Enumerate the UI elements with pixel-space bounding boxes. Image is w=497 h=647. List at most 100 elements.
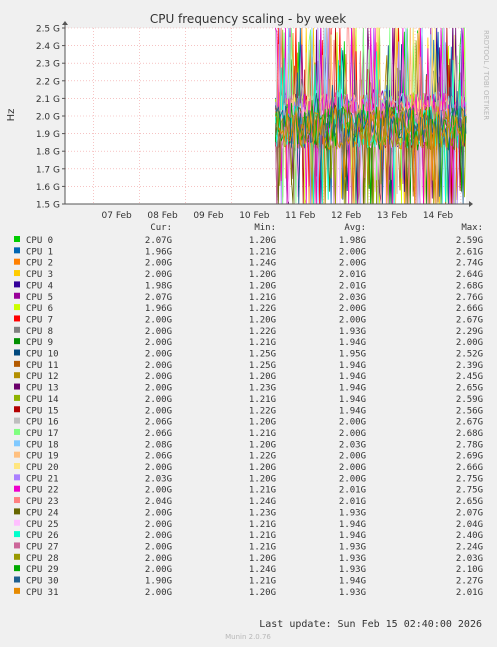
legend-max-value: 2.04G	[456, 520, 483, 530]
legend-max-value: 2.01G	[456, 588, 483, 598]
legend-row: CPU 27 2.00G 1.21G 1.93G 2.24G	[14, 542, 483, 552]
legend-max-value: 2.65G	[456, 384, 483, 394]
legend-swatch	[14, 474, 20, 481]
legend-swatch	[14, 576, 20, 583]
legend-row: CPU 16 2.06G 1.20G 2.00G 2.67G	[14, 417, 483, 428]
legend-row: CPU 12 2.00G 1.20G 1.94G 2.45G	[14, 372, 483, 382]
legend-series-name: CPU 6	[26, 304, 53, 314]
legend-series-name: CPU 27	[26, 542, 59, 552]
legend-avg-value: 1.93G	[339, 508, 366, 518]
legend-row: CPU 15 2.00G 1.22G 1.94G 2.56G	[14, 406, 483, 416]
series-lines	[275, 27, 467, 205]
legend-row: CPU 28 2.00G 1.20G 1.93G 2.03G	[14, 553, 483, 564]
legend-series-name: CPU 31	[26, 588, 59, 598]
legend-cur-value: 2.00G	[145, 565, 172, 575]
legend-min-value: 1.22G	[249, 406, 276, 416]
legend-swatch	[14, 406, 20, 413]
legend-min-value: 1.21G	[249, 293, 276, 303]
legend-avg-value: 2.00G	[339, 247, 366, 257]
legend-max-value: 2.59G	[456, 236, 483, 246]
legend-row: CPU 9 2.00G 1.21G 1.94G 2.00G	[14, 338, 483, 348]
legend-max-value: 2.00G	[456, 338, 483, 348]
legend-avg-value: 1.94G	[339, 520, 366, 530]
legend-min-value: 1.22G	[249, 452, 276, 462]
y-axis-arrow	[62, 21, 68, 25]
legend-cur-value: 2.00G	[145, 508, 172, 518]
legend-series-name: CPU 1	[26, 247, 53, 257]
x-tick-label: 13 Feb	[377, 211, 408, 221]
series-line	[275, 27, 467, 205]
legend-series-name: CPU 12	[26, 372, 59, 382]
legend-max-value: 2.52G	[456, 350, 483, 360]
legend-max-value: 2.68G	[456, 429, 483, 439]
legend-swatch	[14, 394, 20, 401]
legend-series-name: CPU 16	[26, 418, 59, 428]
legend-series-name: CPU 5	[26, 293, 53, 303]
legend-series-name: CPU 9	[26, 338, 53, 348]
legend-min-value: 1.20G	[249, 315, 276, 325]
legend-series-name: CPU 11	[26, 361, 59, 371]
legend-cur-value: 2.00G	[145, 406, 172, 416]
legend-max-value: 2.68G	[456, 281, 483, 291]
legend-min-value: 1.23G	[249, 384, 276, 394]
legend-avg-value: 2.01G	[339, 486, 366, 496]
legend-series-name: CPU 22	[26, 486, 59, 496]
legend-row: CPU 8 2.00G 1.22G 1.93G 2.29G	[14, 326, 483, 337]
x-tick-label: 08 Feb	[147, 211, 178, 221]
legend-cur-value: 1.90G	[145, 577, 172, 587]
legend-avg-value: 1.93G	[339, 554, 366, 564]
legend-avg-value: 1.94G	[339, 531, 366, 541]
y-tick-label: 1.7 G	[36, 165, 60, 175]
legend-avg-value: 1.94G	[339, 384, 366, 394]
legend-series-name: CPU 10	[26, 350, 59, 360]
legend-min-value: 1.24G	[249, 259, 276, 269]
y-tick-label: 2.1 G	[36, 95, 60, 105]
rrdtool-credit: RRDTOOL / TOBI OETIKER	[482, 30, 490, 120]
legend-cur-value: 2.06G	[145, 429, 172, 439]
legend-series-name: CPU 24	[26, 508, 59, 518]
legend-swatch	[14, 565, 20, 572]
legend-avg-value: 2.01G	[339, 497, 366, 507]
y-tick-label: 1.6 G	[36, 183, 60, 193]
x-tick-label: 09 Feb	[193, 211, 224, 221]
legend-avg-value: 1.95G	[339, 350, 366, 360]
legend-min-value: 1.24G	[249, 565, 276, 575]
y-tick-label: 2.0 G	[36, 113, 60, 123]
series-line	[275, 106, 467, 205]
legend-cur-value: 2.00G	[145, 520, 172, 530]
y-tick-label: 2.4 G	[36, 42, 60, 52]
legend-min-value: 1.20G	[249, 554, 276, 564]
legend-min-value: 1.25G	[249, 350, 276, 360]
legend-row: CPU 14 2.00G 1.21G 1.94G 2.59G	[14, 394, 483, 405]
legend-series-name: CPU 21	[26, 474, 59, 484]
legend-avg-value: 1.98G	[339, 236, 366, 246]
legend-min-value: 1.20G	[249, 372, 276, 382]
legend-avg-value: 1.93G	[339, 542, 366, 552]
legend-row: CPU 13 2.00G 1.23G 1.94G 2.65G	[14, 383, 483, 394]
y-axis-label: Hz	[6, 109, 17, 122]
legend-cur-value: 2.00G	[145, 372, 172, 382]
legend-max-value: 2.24G	[456, 542, 483, 552]
legend-avg-value: 2.01G	[339, 270, 366, 280]
legend-row: CPU 5 2.07G 1.21G 2.03G 2.76G	[14, 292, 483, 303]
legend-avg-value: 2.00G	[339, 315, 366, 325]
legend-avg-value: 1.93G	[339, 327, 366, 337]
legend-avg-value: 2.00G	[339, 429, 366, 439]
legend-row: CPU 18 2.08G 1.20G 2.03G 2.78G	[14, 440, 483, 450]
legend-swatch	[14, 497, 20, 504]
legend-swatch	[14, 542, 20, 549]
legend-series-name: CPU 2	[26, 259, 53, 269]
legend-series-name: CPU 13	[26, 384, 59, 394]
legend-cur-value: 2.06G	[145, 452, 172, 462]
legend-row: CPU 4 1.98G 1.20G 2.01G 2.68G	[14, 281, 483, 291]
legend-series-name: CPU 28	[26, 554, 59, 564]
legend-cur-value: 2.00G	[145, 315, 172, 325]
legend-avg-value: 2.01G	[339, 281, 366, 291]
legend-row: CPU 11 2.00G 1.25G 1.94G 2.39G	[14, 360, 483, 371]
legend-avg-value: 1.93G	[339, 588, 366, 598]
legend-column-header: Avg:	[344, 223, 366, 233]
legend-swatch	[14, 417, 20, 424]
legend-cur-value: 2.00G	[145, 270, 172, 280]
legend-series-name: CPU 19	[26, 452, 59, 462]
legend-row: CPU 3 2.00G 1.20G 2.01G 2.64G	[14, 270, 483, 280]
